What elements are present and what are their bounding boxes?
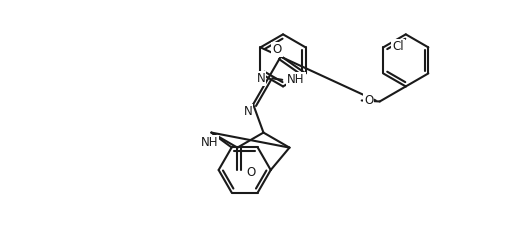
- Text: N: N: [244, 105, 252, 118]
- Text: O: O: [364, 94, 373, 107]
- Text: O: O: [247, 166, 256, 179]
- Text: NH: NH: [287, 73, 305, 86]
- Text: N: N: [257, 72, 265, 85]
- Text: Cl: Cl: [392, 40, 404, 53]
- Text: NH: NH: [200, 136, 218, 149]
- Text: O: O: [272, 43, 281, 56]
